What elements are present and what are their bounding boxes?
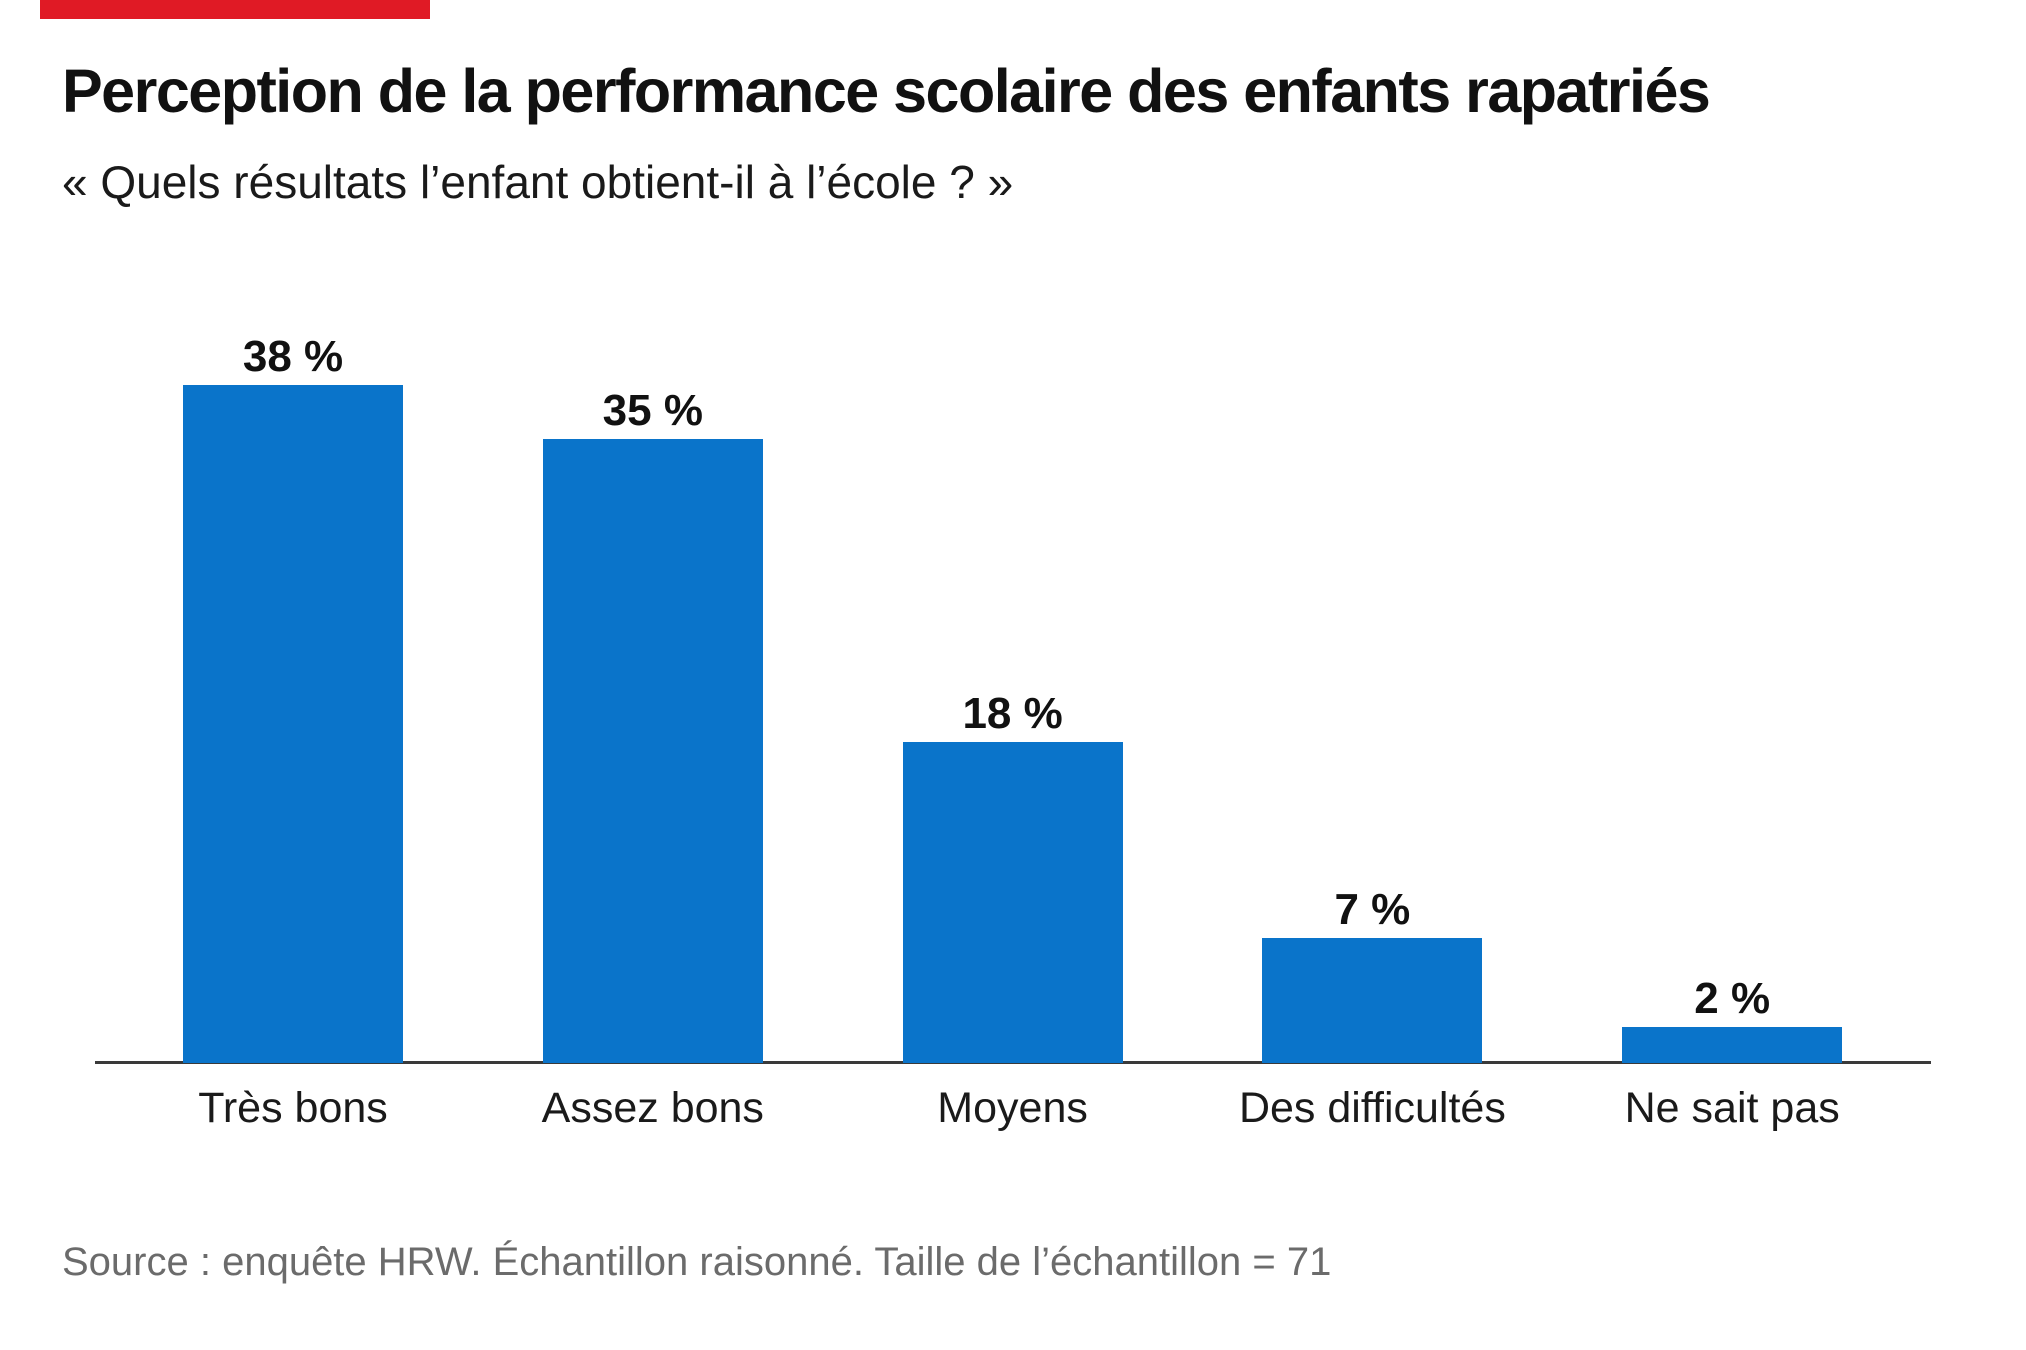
- bar-value-label: 18 %: [962, 689, 1063, 738]
- bar-value-label: 35 %: [602, 386, 703, 435]
- bar-value-label: 38 %: [242, 332, 344, 381]
- bar-value-label: 2 %: [1694, 974, 1771, 1023]
- bar: [1262, 938, 1483, 1063]
- source-note: Source : enquête HRW. Échantillon raison…: [62, 1240, 1332, 1284]
- category-label: Ne sait pas: [1624, 1084, 1840, 1132]
- category-label: Assez bons: [541, 1084, 764, 1132]
- bar: [183, 385, 403, 1063]
- chart-subtitle: « Quels résultats l’enfant obtient-il à …: [62, 156, 1014, 208]
- chart-title: Perception de la performance scolaire de…: [62, 57, 1711, 125]
- category-label: Moyens: [937, 1084, 1088, 1132]
- category-label: Des difficultés: [1238, 1084, 1506, 1132]
- bar: [542, 439, 763, 1063]
- bar: [902, 742, 1123, 1063]
- brand-accent-bar: [40, 0, 430, 19]
- category-label: Très bons: [198, 1084, 388, 1132]
- bar-value-label: 7 %: [1334, 885, 1411, 934]
- bar: [1622, 1027, 1843, 1063]
